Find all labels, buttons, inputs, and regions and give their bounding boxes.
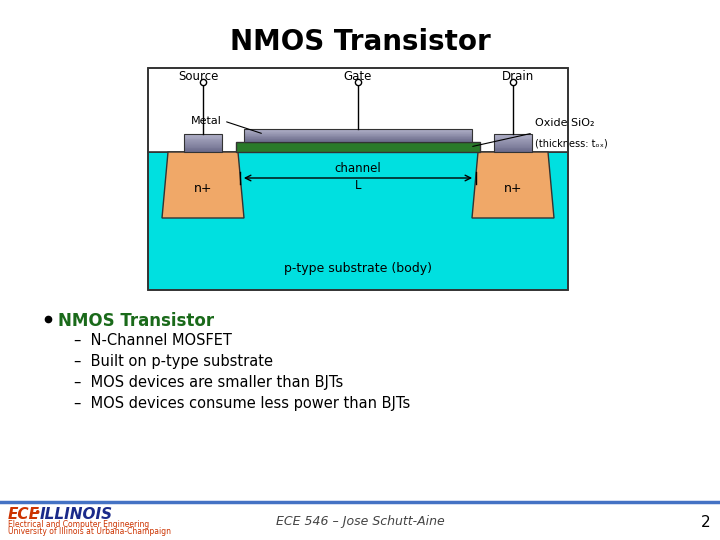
- Bar: [184, 138, 222, 139]
- Bar: [244, 133, 472, 134]
- Bar: [244, 132, 472, 133]
- Bar: [244, 141, 472, 142]
- Text: Metal: Metal: [191, 116, 222, 126]
- Bar: [184, 139, 222, 141]
- Bar: [244, 141, 472, 143]
- Bar: [184, 144, 222, 145]
- Text: n+: n+: [194, 181, 212, 194]
- Bar: [244, 137, 472, 138]
- Text: NMOS Transistor: NMOS Transistor: [58, 312, 214, 330]
- Bar: [244, 139, 472, 140]
- Bar: [184, 134, 222, 136]
- Bar: [244, 130, 472, 131]
- Bar: [184, 143, 222, 144]
- Text: –  N-Channel MOSFET: – N-Channel MOSFET: [74, 333, 232, 348]
- Text: Gate: Gate: [344, 70, 372, 83]
- Text: Drain: Drain: [502, 70, 534, 83]
- Bar: [494, 139, 532, 141]
- Bar: [494, 138, 532, 139]
- Polygon shape: [162, 152, 244, 218]
- Bar: [184, 150, 222, 152]
- Bar: [494, 146, 532, 147]
- Bar: [244, 140, 472, 141]
- Bar: [184, 146, 222, 148]
- Bar: [244, 129, 472, 130]
- Text: (thickness: tₒₓ): (thickness: tₒₓ): [535, 138, 608, 148]
- Text: –  MOS devices are smaller than BJTs: – MOS devices are smaller than BJTs: [74, 375, 343, 390]
- Bar: [236, 142, 480, 152]
- Polygon shape: [472, 152, 554, 218]
- Text: Oxide SiO₂: Oxide SiO₂: [535, 118, 595, 128]
- Bar: [184, 138, 222, 140]
- Bar: [494, 140, 532, 141]
- Bar: [184, 135, 222, 136]
- Bar: [244, 132, 472, 133]
- Bar: [244, 136, 472, 137]
- Text: University of Illinois at Urbana-Champaign: University of Illinois at Urbana-Champai…: [8, 527, 171, 536]
- Bar: [494, 135, 532, 136]
- Bar: [244, 134, 472, 136]
- Text: •: •: [33, 507, 40, 520]
- Bar: [494, 149, 532, 151]
- Bar: [184, 145, 222, 146]
- Text: ECE 546 – Jose Schutt-Aine: ECE 546 – Jose Schutt-Aine: [276, 515, 444, 528]
- Text: L: L: [355, 179, 361, 192]
- Bar: [494, 147, 532, 149]
- Bar: [244, 131, 472, 132]
- Text: –  MOS devices consume less power than BJTs: – MOS devices consume less power than BJ…: [74, 396, 410, 411]
- Bar: [244, 139, 472, 140]
- Bar: [148, 68, 568, 290]
- Text: ECE: ECE: [8, 507, 40, 522]
- Bar: [184, 148, 222, 150]
- Bar: [184, 137, 222, 138]
- Bar: [494, 151, 532, 152]
- Bar: [494, 134, 532, 152]
- Bar: [148, 68, 568, 152]
- Bar: [244, 130, 472, 131]
- Bar: [494, 142, 532, 144]
- Bar: [244, 138, 472, 139]
- Bar: [494, 138, 532, 140]
- Bar: [184, 136, 222, 137]
- Text: –  Built on p-type substrate: – Built on p-type substrate: [74, 354, 273, 369]
- Bar: [244, 136, 472, 137]
- Bar: [494, 134, 532, 136]
- Bar: [244, 129, 472, 142]
- Bar: [184, 146, 222, 147]
- Bar: [494, 141, 532, 143]
- Bar: [244, 135, 472, 136]
- Bar: [244, 138, 472, 139]
- Bar: [494, 144, 532, 145]
- Bar: [184, 142, 222, 144]
- Bar: [184, 141, 222, 143]
- Text: channel: channel: [335, 162, 382, 175]
- Bar: [184, 151, 222, 152]
- Bar: [184, 149, 222, 151]
- Bar: [494, 148, 532, 150]
- Text: Source: Source: [178, 70, 218, 83]
- Bar: [184, 134, 222, 152]
- Text: n+: n+: [504, 181, 522, 194]
- Bar: [494, 150, 532, 152]
- Bar: [494, 145, 532, 146]
- Bar: [244, 133, 472, 134]
- Bar: [184, 147, 222, 149]
- Text: ILLINOIS: ILLINOIS: [40, 507, 113, 522]
- Bar: [494, 143, 532, 144]
- Text: Electrical and Computer Engineering: Electrical and Computer Engineering: [8, 520, 149, 529]
- Bar: [494, 137, 532, 138]
- Text: 2: 2: [701, 515, 710, 530]
- Bar: [494, 146, 532, 148]
- Bar: [184, 140, 222, 141]
- Text: p-type substrate (body): p-type substrate (body): [284, 262, 432, 275]
- Bar: [494, 136, 532, 137]
- Text: NMOS Transistor: NMOS Transistor: [230, 28, 490, 56]
- Bar: [148, 152, 568, 290]
